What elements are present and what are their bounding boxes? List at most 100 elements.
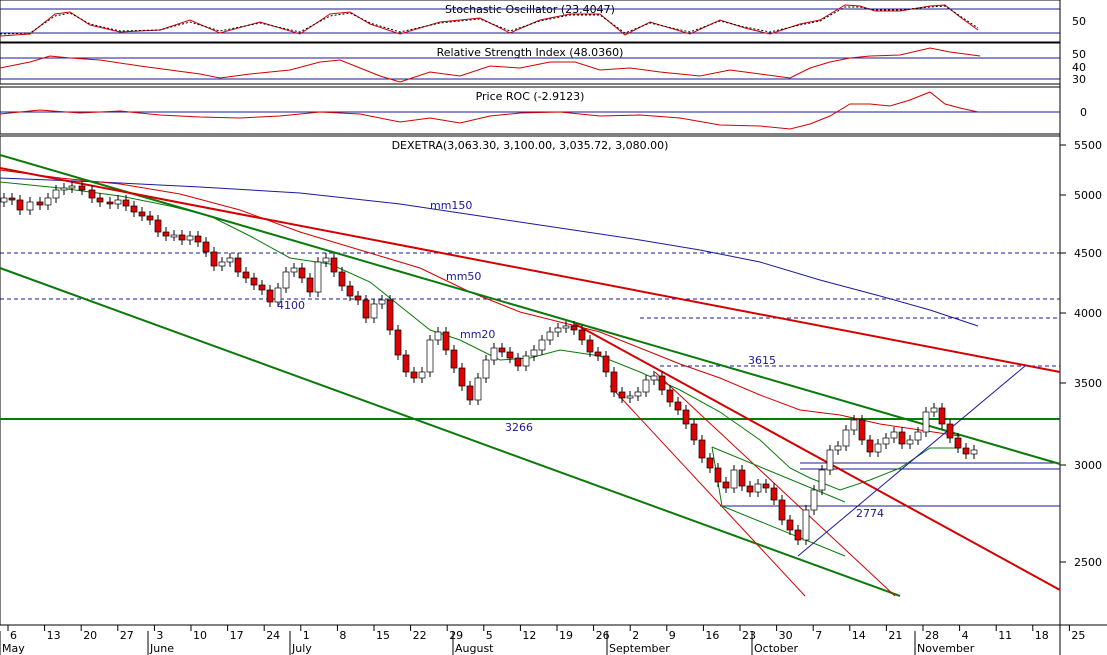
- candle-body: [458, 367, 466, 387]
- candle-body: [938, 407, 946, 425]
- candle-body: [338, 271, 346, 287]
- candle-body: [890, 431, 898, 439]
- price-axis: 5500 5000 4500 4000 3500 3000 2500: [1060, 139, 1102, 569]
- candle-body: [114, 199, 122, 205]
- candle-body: [362, 299, 370, 319]
- date-tick-label: 8: [339, 629, 346, 642]
- date-axis: 6 13 20 27 3 10 17 24 1 8 15 22 29 5 12 19 26 2 9 16 23 30 7 14…: [0, 625, 1085, 655]
- candle-body: [962, 447, 970, 455]
- red-trend-long: [0, 167, 1061, 373]
- candle-body: [578, 329, 586, 341]
- date-tick-label: 30: [779, 629, 793, 642]
- candle-body: [754, 483, 762, 493]
- price-tick-label: 5500: [1074, 139, 1102, 152]
- date-tick-label: 20: [83, 629, 97, 642]
- date-tick-label: 18: [1035, 629, 1049, 642]
- roc-line: [0, 91, 979, 130]
- candle-body: [634, 391, 642, 397]
- candle-body: [106, 201, 114, 205]
- candle-body: [786, 519, 794, 531]
- candle-body: [658, 375, 666, 391]
- candle-body: [946, 423, 954, 439]
- date-tick-label: 23: [742, 629, 756, 642]
- month-label: May: [2, 642, 25, 655]
- candle-body: [210, 251, 218, 267]
- date-tick-label: 28: [925, 629, 939, 642]
- candle-body: [602, 355, 610, 373]
- candle-body: [922, 411, 930, 433]
- candle-body: [738, 469, 746, 487]
- candle-body: [386, 299, 394, 331]
- candle-body: [802, 509, 810, 541]
- candle-body: [26, 201, 34, 211]
- candle-body: [122, 199, 130, 207]
- candle-body: [618, 391, 626, 399]
- candle-body: [36, 201, 44, 206]
- date-tick-label: 11: [998, 629, 1012, 642]
- candle-body: [666, 389, 674, 403]
- candle-body: [442, 331, 450, 351]
- rsi-title: Relative Strength Index (48.0360): [437, 46, 624, 59]
- price-tick-label: 2500: [1074, 556, 1102, 569]
- date-tick-label: 5: [486, 629, 493, 642]
- candle-body: [314, 261, 322, 293]
- candle-body: [498, 347, 506, 353]
- label-mm150: mm150: [430, 199, 472, 212]
- price-tick-label: 4500: [1074, 247, 1102, 260]
- candle-body: [418, 371, 426, 379]
- candle-body: [706, 457, 714, 469]
- candle-body: [554, 327, 562, 333]
- candle-body: [522, 355, 530, 367]
- candle-body: [530, 349, 538, 357]
- label-2774: 2774: [856, 507, 884, 520]
- date-tick-label: 9: [669, 629, 676, 642]
- candle-body: [162, 231, 170, 237]
- candle-body: [930, 407, 938, 413]
- candle-body: [818, 469, 826, 491]
- stochastic-d-line: [0, 5, 979, 35]
- date-tick-label: 2: [632, 629, 639, 642]
- candle-body: [866, 439, 874, 453]
- candle-body: [146, 215, 154, 221]
- candle-body: [850, 419, 858, 431]
- candle-body: [378, 299, 386, 305]
- candle-body: [354, 295, 362, 301]
- candle-body: [898, 431, 906, 445]
- candle-body: [394, 329, 402, 356]
- month-label: July: [291, 642, 312, 655]
- candle-body: [346, 285, 354, 297]
- price-tick-label: 4000: [1074, 307, 1102, 320]
- date-tick-label: 27: [120, 629, 134, 642]
- candle-body: [506, 351, 514, 359]
- candle-body: [306, 277, 314, 293]
- candle-body: [514, 357, 522, 367]
- mm20-line: [0, 181, 960, 491]
- date-tick-label: 29: [449, 629, 463, 642]
- label-3615: 3615: [748, 354, 776, 367]
- candle-body: [538, 339, 546, 351]
- price-tick-label: 3500: [1074, 377, 1102, 390]
- month-label: October: [754, 642, 798, 655]
- price-tick-label: 5000: [1074, 189, 1102, 202]
- candle-body: [762, 483, 770, 489]
- candle-body: [218, 261, 226, 267]
- candle-body: [810, 489, 818, 511]
- date-tick-label: 25: [1071, 629, 1085, 642]
- price-panel: [0, 135, 1061, 626]
- date-tick-label: 3: [156, 629, 163, 642]
- candle-body: [730, 469, 738, 489]
- candle-body: [234, 257, 242, 273]
- rsi-axis-40: 40: [1072, 61, 1086, 74]
- candle-body: [186, 235, 194, 241]
- date-tick-label: 16: [705, 629, 719, 642]
- date-tick-label: 24: [266, 629, 280, 642]
- candle-body: [450, 349, 458, 369]
- candle-body: [52, 189, 60, 199]
- candle-body: [322, 257, 330, 263]
- label-mm50: mm50: [446, 270, 481, 283]
- candle-body: [778, 499, 786, 521]
- candle-body: [298, 267, 306, 279]
- candle-body: [60, 187, 68, 191]
- candle-body: [0, 197, 8, 203]
